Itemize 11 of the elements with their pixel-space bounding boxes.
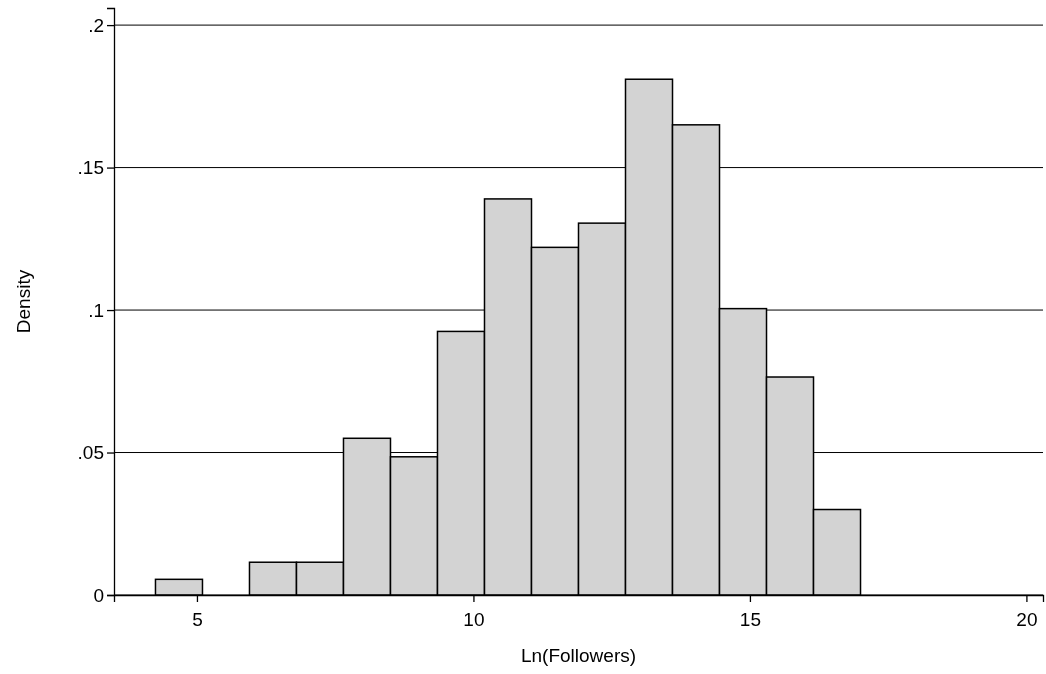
y-tick-label: .1 (88, 299, 104, 321)
x-tick-label: 5 (192, 608, 203, 630)
x-tick-label: 10 (463, 608, 485, 630)
y-tick-label: .05 (77, 442, 104, 464)
y-tick-label: .2 (88, 14, 104, 36)
x-axis-title: Ln(Followers) (520, 645, 637, 666)
y-axis-title: Density (13, 269, 34, 334)
x-tick-label: 15 (739, 608, 761, 630)
y-tick-label: .15 (77, 157, 104, 179)
y-tick-label: 0 (93, 584, 104, 606)
x-tick-label: 20 (1016, 608, 1038, 630)
